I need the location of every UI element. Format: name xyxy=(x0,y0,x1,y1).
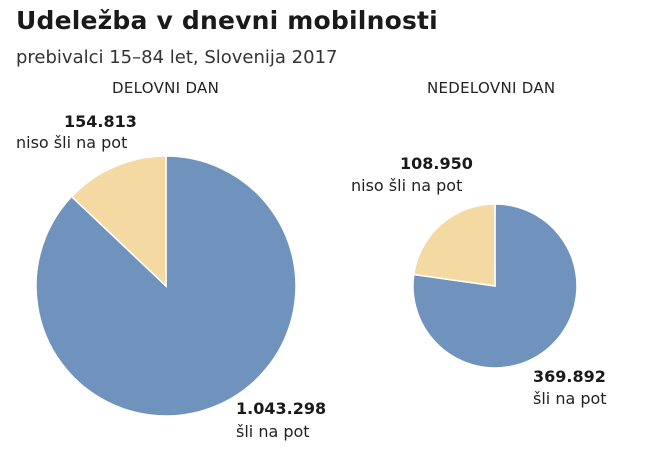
pie2-slice-no-trip xyxy=(412,203,496,287)
pie1-slice-no-trip xyxy=(70,155,167,288)
pie1-no-trip-value: 154.813 xyxy=(64,112,137,131)
pie1-no-trip-label: niso šli na pot xyxy=(16,133,128,152)
pie1 xyxy=(35,155,297,417)
pie2 xyxy=(412,203,578,369)
pie2-title: NEDELOVNI DAN xyxy=(427,79,556,97)
chart-subtitle: prebivalci 15–84 let, Slovenija 2017 xyxy=(16,47,338,68)
pie2-no-trip-label: niso šli na pot xyxy=(351,176,463,195)
chart-title: Udeležba v dnevni mobilnosti xyxy=(16,6,438,35)
pie2-trip-label: šli na pot xyxy=(533,389,607,408)
pie2-no-trip-value: 108.950 xyxy=(400,154,473,173)
pie2-trip-value: 369.892 xyxy=(533,367,606,386)
pie1-trip-label: šli na pot xyxy=(236,422,310,441)
pie1-title: DELOVNI DAN xyxy=(112,79,220,97)
pie1-trip-value: 1.043.298 xyxy=(236,399,327,418)
